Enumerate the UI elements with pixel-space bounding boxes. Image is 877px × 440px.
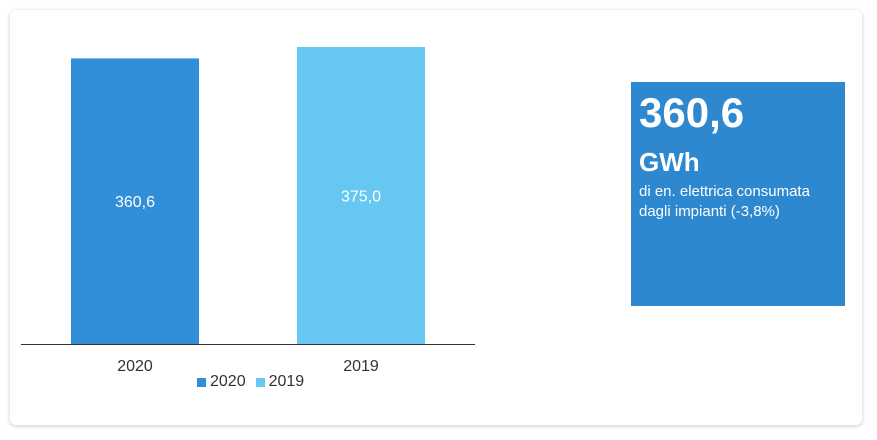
legend-item-2019[interactable]: 2019 xyxy=(255,373,305,391)
legend-swatch-2019 xyxy=(255,377,265,387)
kpi-box: 360,6 GWh di en. elettrica consumata dag… xyxy=(631,82,845,306)
kpi-description: di en. elettrica consumata dagli impiant… xyxy=(639,183,810,220)
x-tick-label-2019: 2019 xyxy=(343,358,379,375)
legend-swatch-2020 xyxy=(197,377,206,387)
bar-2020[interactable] xyxy=(71,58,199,345)
kpi-value: 360,6 xyxy=(639,89,745,136)
legend-label-2020: 2020 xyxy=(210,373,246,390)
data-label-2019: 375,0 xyxy=(341,189,381,206)
x-tick-label-2020: 2020 xyxy=(117,358,153,375)
legend-item-2020[interactable]: 2020 xyxy=(197,373,246,391)
chart-legend: 2020 2019 xyxy=(197,373,304,391)
data-label-2020: 360,6 xyxy=(115,194,155,211)
bar-2019[interactable] xyxy=(297,47,425,344)
legend-label-2019: 2019 xyxy=(268,373,305,390)
kpi-unit: GWh xyxy=(639,147,700,177)
